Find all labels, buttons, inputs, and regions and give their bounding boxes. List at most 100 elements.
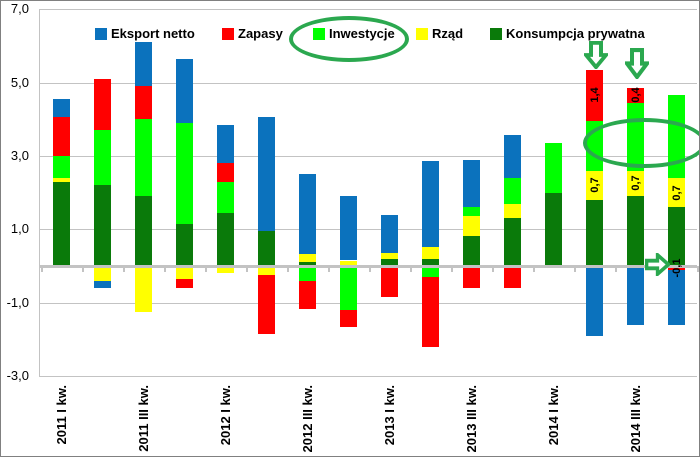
bar-segment [381,253,398,259]
bar-segment [176,122,193,224]
bar-segment [504,266,521,288]
bar-segment [217,163,234,182]
legend-label: Eksport netto [111,26,195,41]
x-axis-tickmark [164,266,166,272]
bar-segment [299,254,316,263]
bar-segment [135,266,152,312]
bar-segment [135,119,152,197]
right-arrow-minus01 [645,251,672,278]
bar-segment [135,196,152,266]
x-axis-tick-label: 2011 I kw. [54,385,69,445]
bar-segment [217,181,234,213]
bar-segment [217,266,234,274]
data-label: 0,7 [629,175,642,192]
bar-segment [668,177,685,208]
bar-segment [258,117,275,232]
legend-label: Zapasy [238,26,283,41]
x-axis-tick-label: 2014 III kw. [628,385,643,453]
right-arrow-minus01-svg [645,251,672,278]
bar-segment [586,170,603,200]
x-axis-tick-label: 2012 I kw. [218,385,233,446]
bar-segment [176,278,193,288]
x-axis-tick-label: 2011 III kw. [136,385,151,452]
bar-segment [299,174,316,255]
y-axis-line [39,9,40,377]
bar-segment [176,58,193,123]
bar-segment [94,185,111,266]
x-axis-tickmark [492,266,494,272]
legend-swatch [490,27,502,40]
bar-segment [53,117,70,156]
bar-segment [463,266,480,288]
x-axis-tickmark [615,266,617,272]
bar-segment [176,223,193,266]
bar-segment [258,266,275,276]
bar-segment [586,266,603,336]
x-axis-tick-label: 2012 III kw. [300,385,315,453]
x-axis-tickmark [287,266,289,272]
bar-segment [627,196,644,266]
data-label: -0,1 [670,258,683,278]
down-arrow-2014q2 [581,41,611,71]
bar-segment [299,266,316,281]
bar-segment [463,206,480,217]
bar-segment [504,134,521,178]
x-axis-tickmark [205,266,207,272]
legend-swatch [222,27,234,40]
down-arrow-2014q3 [622,48,652,81]
bar-segment [53,155,70,178]
gridline [39,229,697,231]
bar-segment [463,160,480,207]
legend-item: Zapasy [222,26,283,41]
bar-segment [668,269,685,325]
bar-segment [381,266,398,298]
x-axis-tick-label: 2013 III kw. [464,385,479,453]
legend-inwestycje-ellipse [289,16,409,62]
gridline [39,82,697,84]
bar-segment [422,259,439,266]
data-label: 1,4 [588,87,601,103]
bar-segment [94,280,111,288]
gridline [39,302,697,304]
bar-segment [422,161,439,248]
y-axis-tick-label: 1,0 [10,221,29,237]
x-axis-tickmark [369,266,371,272]
bar-segment [258,231,275,266]
bar-segment [504,177,521,205]
data-label: 0,7 [588,177,601,193]
x-axis-tick-label: 2013 I kw. [382,385,397,446]
legend-item: Eksport netto [95,26,195,41]
bar-segment [53,99,70,118]
bar-segment [668,266,685,270]
bar-segment [668,207,685,266]
y-axis-tick-label: -3,0 [6,368,29,384]
gridline [39,155,697,157]
x-axis-tickmark [697,266,699,272]
bars-inwestycje-ellipse [583,118,699,168]
y-axis-tick-label: 5,0 [10,74,29,90]
y-axis-tick-label: 3,0 [10,147,29,163]
bar-segment [340,196,357,261]
gridline [39,376,697,378]
x-axis-line [39,264,697,268]
x-axis-tickmark [246,266,248,272]
x-axis-tickmark [328,266,330,272]
bar-segment [135,42,152,87]
bar-segment [422,247,439,260]
bar-segment [217,212,234,266]
x-axis-tickmark [533,266,535,272]
bar-segment [381,214,398,254]
bar-segment [463,235,480,266]
x-axis-tickmark [41,266,43,272]
x-axis-tickmark [451,266,453,272]
bar-segment [627,170,644,197]
bar-segment [422,277,439,347]
bar-segment [586,69,603,122]
data-label: 0,7 [670,184,683,201]
bar-segment [381,258,398,266]
bar-segment [504,204,521,219]
bar-segment [217,124,234,164]
bar-segment [299,281,316,310]
